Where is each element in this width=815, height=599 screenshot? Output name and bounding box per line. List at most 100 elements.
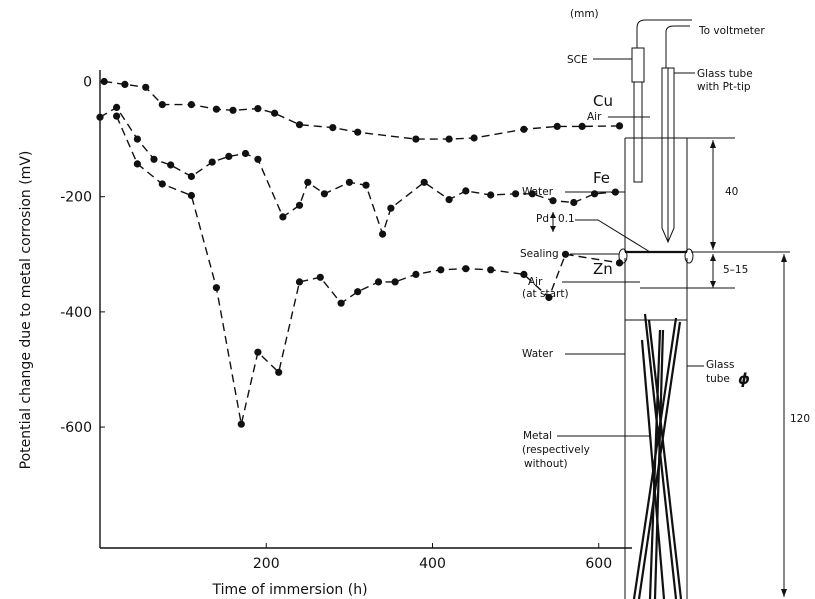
data-point-cu xyxy=(254,105,262,113)
data-point-cu xyxy=(229,106,237,114)
air-start-label-1: Air xyxy=(528,276,543,288)
data-point-fe xyxy=(462,187,470,195)
series-label-cu: Cu xyxy=(593,92,613,110)
x-tick-label: 400 xyxy=(419,556,446,572)
data-point-zn xyxy=(113,112,121,120)
data-point-fe xyxy=(570,198,578,207)
potential-change-chart: 200 400 600 0 -200 -400 -600 Potential change … xyxy=(18,70,632,598)
y-tick-label: -200 xyxy=(60,190,92,206)
data-point-zn xyxy=(212,284,220,292)
series-label-fe: Fe xyxy=(593,169,610,187)
dim-120-arrow-top xyxy=(781,254,787,262)
metal-wire-2 xyxy=(647,319,683,599)
units-label: (mm) xyxy=(570,8,599,20)
data-point-zn xyxy=(187,191,195,200)
data-point-fe xyxy=(279,213,287,221)
data-point-cu xyxy=(121,80,129,88)
pt-glass-tube xyxy=(661,67,675,244)
data-point-fe xyxy=(549,197,557,205)
glass-tube-phi-label-2: tube xyxy=(706,373,730,385)
y-axis-label: Potential change due to metal corrosion … xyxy=(18,151,34,470)
data-point-fe xyxy=(254,155,262,163)
data-point-zn xyxy=(316,273,324,281)
pd-thickness-label: 0.1 xyxy=(558,213,575,225)
pd-leader xyxy=(575,219,651,253)
data-point-zn xyxy=(561,250,570,258)
data-point-fe xyxy=(96,113,104,121)
data-point-zn xyxy=(254,348,262,356)
dim-40-arrow-bottom xyxy=(710,242,716,250)
data-point-cu xyxy=(615,122,624,130)
series-layer xyxy=(96,77,624,428)
data-point-cu xyxy=(445,135,453,143)
x-tick-label: 600 xyxy=(585,556,612,572)
series-line-fe xyxy=(99,106,616,237)
dimension-5-15: 5–15 xyxy=(640,254,748,289)
sealing-label: Sealing xyxy=(520,248,559,260)
data-point-zn xyxy=(487,266,495,274)
dim-120-label: 120 xyxy=(790,413,810,425)
sealing-right xyxy=(684,248,694,264)
metal-label-3: without) xyxy=(524,458,568,470)
data-point-zn xyxy=(615,259,624,267)
data-point-fe xyxy=(511,190,520,198)
data-point-fe xyxy=(445,196,453,204)
data-point-cu xyxy=(354,128,362,136)
dim-40-arrow-top xyxy=(710,140,716,148)
data-point-cu xyxy=(412,135,420,143)
data-point-zn xyxy=(412,270,420,278)
dimension-120: 120 xyxy=(781,254,810,597)
data-point-zn xyxy=(391,278,399,286)
water-bottom-label: Water xyxy=(522,348,554,360)
data-point-cu xyxy=(158,101,166,109)
data-point-fe xyxy=(591,190,599,198)
air-start-label-2: (at start) xyxy=(522,288,569,300)
dim-5-15-arrow-top xyxy=(710,254,716,261)
dim-5-15-arrow-bottom xyxy=(710,281,716,288)
dim-120-arrow-bottom xyxy=(781,589,787,597)
data-point-cu xyxy=(329,124,337,132)
data-point-zn xyxy=(520,270,528,278)
data-point-zn xyxy=(295,278,304,286)
series-label-zn: Zn xyxy=(593,260,613,278)
y-tick-label: -600 xyxy=(60,420,92,436)
data-point-zn xyxy=(237,420,245,428)
data-point-zn xyxy=(158,180,166,188)
data-point-fe xyxy=(528,190,536,198)
x-tick-label: 200 xyxy=(253,556,280,572)
sealing-left xyxy=(618,248,628,264)
data-point-fe xyxy=(379,230,387,238)
data-point-fe xyxy=(187,172,195,181)
data-point-cu xyxy=(470,134,478,142)
pd-arrow-head-up xyxy=(550,212,556,218)
data-point-cu xyxy=(553,122,561,130)
data-point-zn xyxy=(133,160,141,168)
data-point-fe xyxy=(241,149,250,158)
glass-tube-label-1: Glass tube xyxy=(697,68,753,80)
data-point-fe xyxy=(345,178,353,186)
dim-5-15-label: 5–15 xyxy=(723,264,748,276)
data-point-fe xyxy=(133,135,141,143)
x-axis-label: Time of immersion (h) xyxy=(211,582,367,598)
data-point-zn xyxy=(545,293,553,302)
data-point-cu xyxy=(520,125,528,133)
sce-wire xyxy=(636,19,692,48)
data-point-fe xyxy=(320,190,328,198)
data-point-cu xyxy=(295,121,304,129)
metal-label-1: Metal xyxy=(523,430,552,442)
data-point-fe xyxy=(150,155,158,163)
data-point-fe xyxy=(304,178,312,186)
data-point-zn xyxy=(374,278,383,286)
metal-wire-5 xyxy=(632,317,678,599)
data-point-cu xyxy=(187,101,195,109)
data-point-fe xyxy=(295,201,304,209)
pd-arrow-head-down xyxy=(550,226,556,232)
data-point-zn xyxy=(354,288,362,296)
data-point-fe xyxy=(113,103,121,111)
y-tick-label: 0 xyxy=(83,75,92,91)
data-point-zn xyxy=(437,266,445,274)
data-point-fe xyxy=(208,158,216,166)
metal-wire-7 xyxy=(640,339,666,599)
data-point-cu xyxy=(271,109,279,117)
